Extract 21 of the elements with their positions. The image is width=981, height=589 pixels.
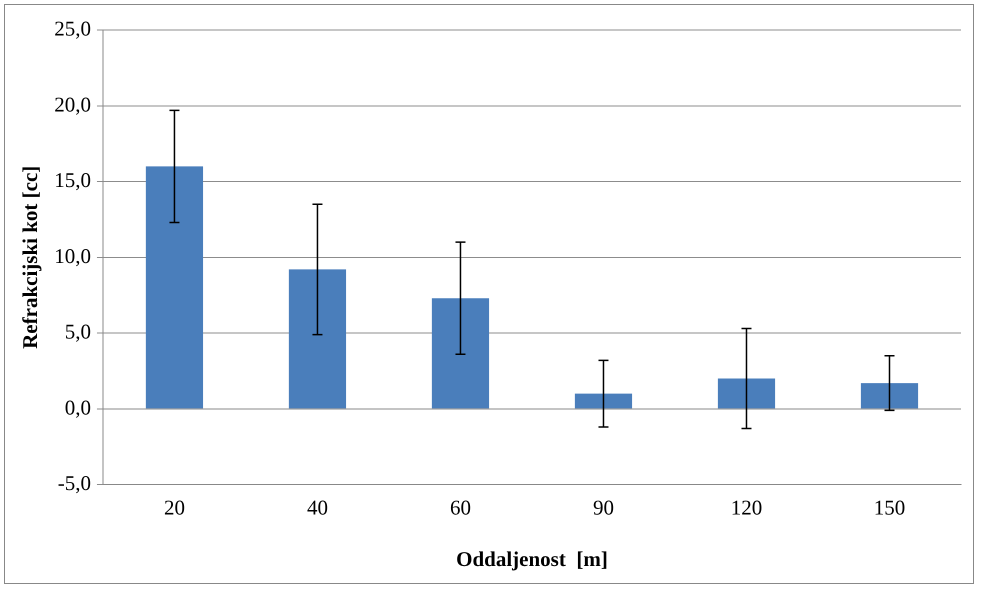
y-tick-label: 10,0 (54, 244, 91, 268)
bar (718, 378, 776, 408)
x-tick-label: 40 (306, 496, 328, 520)
x-axis-title: Oddaljenost [m] (456, 546, 608, 571)
x-tick-label: 60 (450, 496, 471, 520)
y-axis-title: Refrakcijski kot [cc] (18, 166, 42, 349)
x-tick-label: 120 (730, 496, 762, 520)
bar (574, 394, 632, 408)
bar (288, 269, 346, 408)
y-tick-label: 5,0 (64, 320, 91, 344)
y-tick-label: -5,0 (58, 471, 91, 496)
x-tick-label: 150 (874, 496, 906, 520)
x-tick-label: 20 (164, 496, 185, 520)
bar (432, 298, 490, 408)
y-tick-label: 20,0 (54, 92, 91, 116)
y-tick-label: 0,0 (64, 395, 91, 420)
y-tick-label: 15,0 (54, 168, 91, 192)
bar (860, 383, 918, 408)
bar (146, 166, 204, 408)
x-tick-label: 90 (592, 496, 614, 520)
y-tick-label: 25,0 (54, 16, 91, 41)
